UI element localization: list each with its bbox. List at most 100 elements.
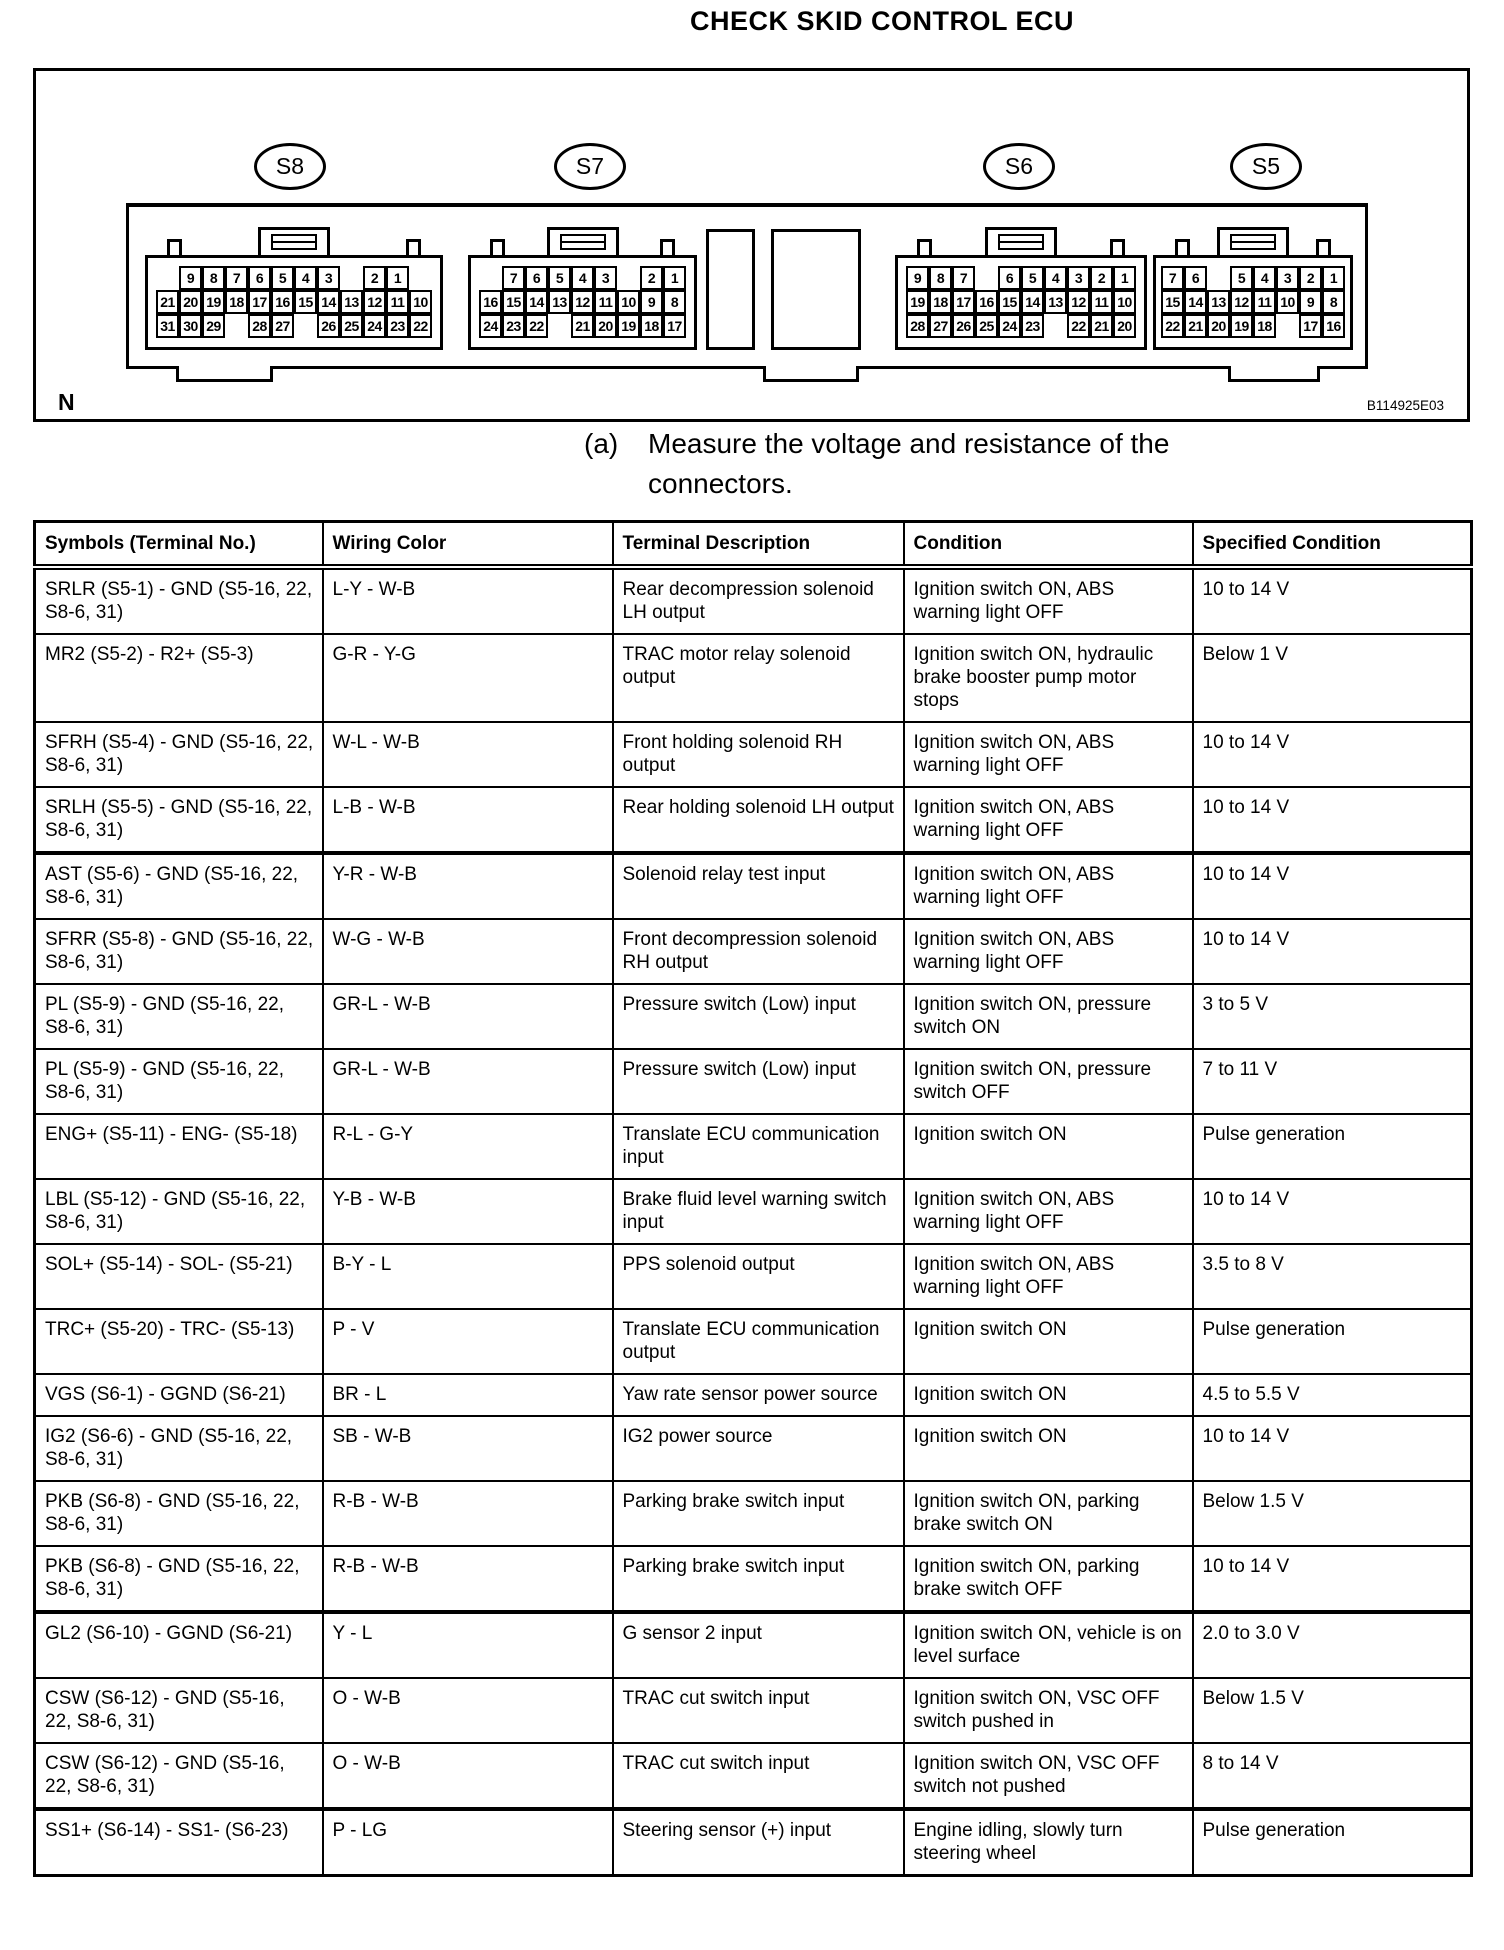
pin-cell: 21 — [1184, 314, 1207, 338]
pin-cell: 15 — [502, 290, 525, 314]
step-text-line: Measure the voltage and resistance of th… — [648, 428, 1170, 459]
pin-cell: 17 — [952, 290, 975, 314]
pin-cell: 5 — [271, 266, 294, 290]
wiring-color-cell: P - V — [321, 1308, 614, 1375]
pin-cell: 31 — [156, 314, 179, 338]
pin-cell: 17 — [663, 314, 686, 338]
terminal-description-cell: Rear holding solenoid LH output — [611, 786, 905, 854]
wiring-color-cell: SB - W-B — [321, 1415, 614, 1482]
wiring-color-cell: BR - L — [321, 1373, 614, 1417]
specified-condition-cell: 10 to 14 V — [1191, 1415, 1473, 1482]
wiring-color-cell: P - LG — [321, 1807, 614, 1877]
pin-cell: 20 — [1113, 314, 1136, 338]
condition-cell: Ignition switch ON, hydraulic brake boos… — [902, 633, 1194, 723]
pin-cell: 9 — [640, 290, 663, 314]
wiring-color-cell: B-Y - L — [321, 1243, 614, 1310]
connector-latch-inner — [1230, 234, 1276, 250]
symbol-cell: SOL+ (S5-14) - SOL- (S5-21) — [33, 1243, 324, 1310]
condition-cell: Ignition switch ON, parking brake switch… — [902, 1545, 1194, 1613]
pin-cell: 12 — [363, 290, 386, 314]
pin-cell: 3 — [1067, 266, 1090, 290]
connector-diagram: S8 9 8 7 6 5 4 3 2 1 21 20 19 18 17 16 15 14 13 12 11 10 31 30 2… — [33, 68, 1470, 422]
terminal-description-cell: Pressure switch (Low) input — [611, 983, 905, 1050]
pin-grid: 9 8 7 6 5 4 3 2 1 19 18 17 16 15 14 13 12 11 10 28 27 26 25 24 2… — [906, 266, 1136, 338]
condition-cell: Ignition switch ON, VSC OFF switch not p… — [902, 1742, 1194, 1810]
specified-condition-cell: 10 to 14 V — [1191, 566, 1473, 635]
condition-cell: Ignition switch ON — [902, 1415, 1194, 1482]
wiring-color-cell: W-L - W-B — [321, 721, 614, 788]
pin-cell: 14 — [317, 290, 340, 314]
terminal-description-cell: Brake fluid level warning switch input — [611, 1178, 905, 1245]
specified-condition-cell: Pulse generation — [1191, 1113, 1473, 1180]
symbol-cell: LBL (S5-12) - GND (S5-16, 22, S8-6, 31) — [33, 1178, 324, 1245]
wiring-color-cell: R-L - G-Y — [321, 1113, 614, 1180]
step-text: Measure the voltage and resistance of th… — [648, 424, 1169, 504]
table-row: PKB (S6-8) - GND (S5-16, 22, S8-6, 31) R-… — [33, 1480, 1473, 1547]
table-row: SOL+ (S5-14) - SOL- (S5-21) B-Y - L PPS so… — [33, 1243, 1473, 1310]
pin-grid: 9 8 7 6 5 4 3 2 1 21 20 19 18 17 16 15 14 13 12 11 10 31 30 29 2… — [156, 266, 432, 338]
pin-cell: 19 — [1230, 314, 1253, 338]
pin-cell: 29 — [202, 314, 225, 338]
connector-shell-s6: 9 8 7 6 5 4 3 2 1 19 18 17 16 15 14 13 12 11 10 28 27 26 25 24 2… — [895, 255, 1147, 350]
pin-cell: 25 — [340, 314, 363, 338]
pin-cell: 18 — [929, 290, 952, 314]
specified-condition-cell: 10 to 14 V — [1191, 1178, 1473, 1245]
step-label: (a) — [584, 428, 619, 459]
specified-condition-cell: 10 to 14 V — [1191, 721, 1473, 788]
wiring-color-cell: R-B - W-B — [321, 1545, 614, 1613]
terminal-description-cell: PPS solenoid output — [611, 1243, 905, 1310]
pin-cell: 23 — [502, 314, 525, 338]
pin-cell: 26 — [317, 314, 340, 338]
terminal-description-cell: Translate ECU communication input — [611, 1113, 905, 1180]
pin-cell: 22 — [525, 314, 548, 338]
pin-cell: 7 — [952, 266, 975, 290]
pin-cell: 20 — [1207, 314, 1230, 338]
specified-condition-cell: 7 to 11 V — [1191, 1048, 1473, 1115]
specified-condition-cell: 3.5 to 8 V — [1191, 1243, 1473, 1310]
pin-cell: 10 — [1276, 290, 1299, 314]
pin-cell: 10 — [1113, 290, 1136, 314]
condition-cell: Ignition switch ON, ABS warning light OF… — [902, 1243, 1194, 1310]
table-row: SFRR (S5-8) - GND (S5-16, 22, S8-6, 31) W… — [33, 918, 1473, 985]
step-text-line: connectors. — [648, 468, 793, 499]
pin-cell: 20 — [179, 290, 202, 314]
connector-oval-s6: S6 — [983, 143, 1055, 190]
condition-cell: Ignition switch ON — [902, 1373, 1194, 1417]
terminal-description-cell: Front decompression solenoid RH output — [611, 918, 905, 985]
pin-cell: 16 — [479, 290, 502, 314]
pin-cell: 6 — [1184, 266, 1207, 290]
condition-cell: Ignition switch ON, VSC OFF switch pushe… — [902, 1677, 1194, 1744]
pin-cell: 12 — [1230, 290, 1253, 314]
pin-cell: 8 — [202, 266, 225, 290]
specified-condition-cell: 10 to 14 V — [1191, 851, 1473, 920]
pin-cell: 13 — [340, 290, 363, 314]
connector-latch-inner — [559, 234, 606, 250]
pin-cell: 1 — [1322, 266, 1345, 290]
condition-cell: Ignition switch ON, pressure switch ON — [902, 983, 1194, 1050]
condition-cell: Ignition switch ON, pressure switch OFF — [902, 1048, 1194, 1115]
table-row: TRC+ (S5-20) - TRC- (S5-13) P - V Translat… — [33, 1308, 1473, 1375]
column-header: Condition — [902, 520, 1194, 570]
ecu-blank-slot — [706, 229, 755, 350]
symbol-cell: GL2 (S6-10) - GGND (S6-21) — [33, 1610, 324, 1679]
pin-cell: 5 — [1230, 266, 1253, 290]
terminal-description-cell: Parking brake switch input — [611, 1480, 905, 1547]
table-row: SRLR (S5-1) - GND (S5-16, 22, S8-6, 31) L… — [33, 566, 1473, 635]
specified-condition-cell: Pulse generation — [1191, 1308, 1473, 1375]
column-header: Specified Condition — [1191, 520, 1473, 570]
specified-condition-cell: 10 to 14 V — [1191, 786, 1473, 854]
ecu-mount-tab — [1228, 366, 1320, 382]
pin-cell: 1 — [1113, 266, 1136, 290]
condition-cell: Ignition switch ON, ABS warning light OF… — [902, 566, 1194, 635]
symbol-cell: AST (S5-6) - GND (S5-16, 22, S8-6, 31) — [33, 851, 324, 920]
connector-label: S7 — [575, 153, 605, 179]
pin-cell: 21 — [571, 314, 594, 338]
pin-cell: 11 — [386, 290, 409, 314]
pin-cell: 19 — [906, 290, 929, 314]
pin-cell: 7 — [1161, 266, 1184, 290]
pin-cell: 18 — [640, 314, 663, 338]
pin-cell: 16 — [271, 290, 294, 314]
symbol-cell: SS1+ (S6-14) - SS1- (S6-23) — [33, 1807, 324, 1877]
pin-cell: 16 — [1322, 314, 1345, 338]
